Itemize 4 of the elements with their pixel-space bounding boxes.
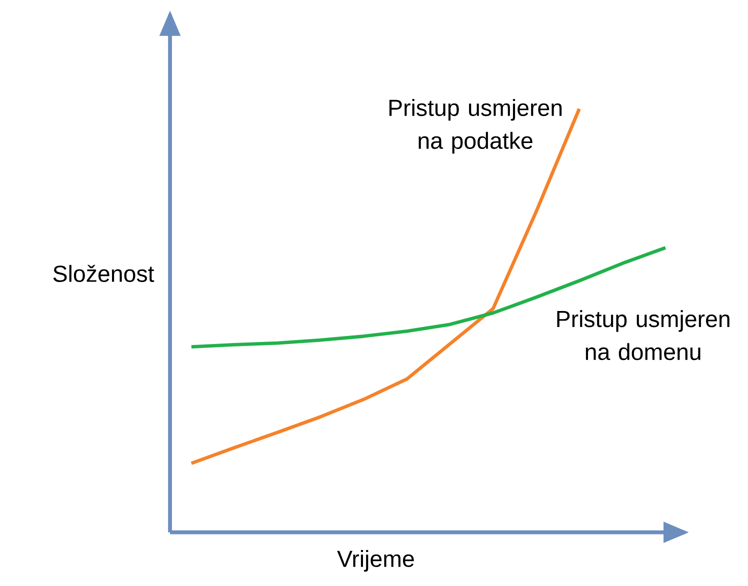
x-axis-title: Vrijeme xyxy=(337,550,414,572)
series-label: Pristup usmjeren na domenu xyxy=(557,310,730,360)
y-axis-title: Složenost xyxy=(53,264,154,282)
series-label: Pristup usmjeren na podatke xyxy=(389,99,562,154)
